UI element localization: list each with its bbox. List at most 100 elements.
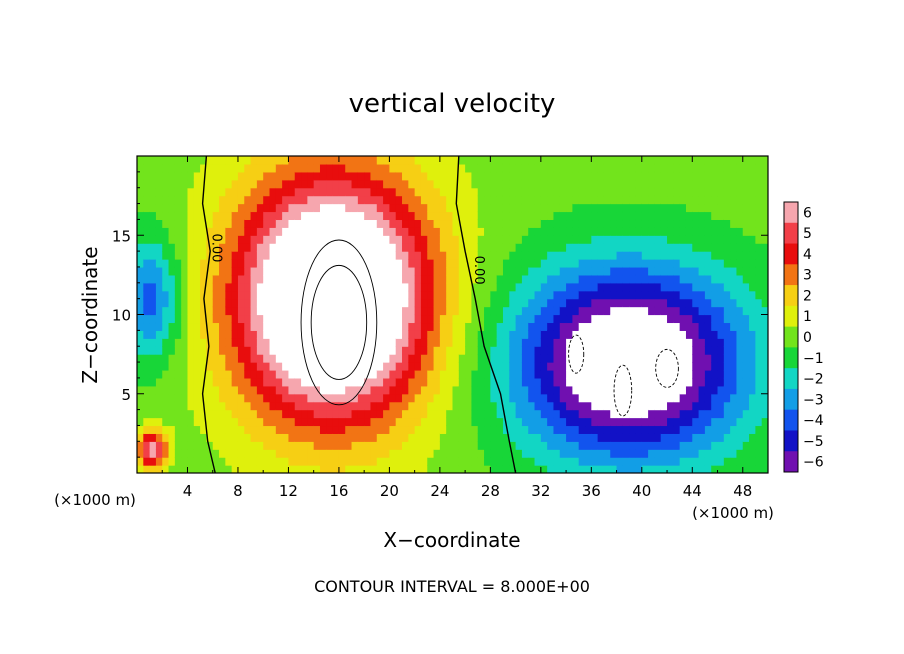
field-cell — [402, 243, 409, 252]
field-cell — [433, 274, 441, 284]
field-cell — [755, 417, 763, 427]
field-cell — [749, 465, 756, 473]
field-cell — [326, 266, 334, 276]
field-cell — [250, 195, 258, 205]
field-cell — [761, 409, 768, 419]
field-cell — [332, 187, 340, 197]
field-cell — [660, 195, 668, 205]
field-cell — [534, 369, 542, 379]
field-cell — [168, 187, 176, 197]
field-cell — [427, 433, 435, 442]
field-cell — [648, 425, 656, 434]
field-cell — [420, 306, 428, 316]
field-cell — [237, 227, 245, 236]
field-cell — [155, 298, 163, 308]
field-cell — [496, 377, 504, 387]
field-cell — [610, 251, 618, 260]
field-cell — [225, 441, 233, 450]
field-cell — [547, 179, 555, 189]
field-cell — [730, 156, 738, 165]
field-cell — [364, 211, 372, 221]
field-cell — [181, 385, 189, 395]
field-cell — [155, 187, 163, 197]
field-cell — [648, 235, 656, 244]
field-cell — [534, 203, 542, 213]
field-cell — [749, 187, 756, 197]
field-cell — [484, 266, 491, 276]
field-cell — [288, 362, 296, 371]
field-cell — [137, 251, 144, 260]
field-cell — [345, 227, 353, 236]
field-cell — [528, 441, 536, 450]
field-cell — [231, 306, 239, 316]
field-cell — [730, 457, 738, 466]
field-cell — [206, 306, 214, 316]
field-cell — [553, 417, 561, 427]
field-cell — [168, 362, 176, 371]
field-cell — [225, 187, 233, 197]
field-cell — [212, 266, 220, 276]
field-cell — [376, 346, 384, 355]
field-cell — [288, 369, 296, 379]
field-cell — [395, 354, 403, 363]
field-cell — [263, 259, 271, 268]
field-cell — [263, 219, 271, 228]
field-cell — [692, 354, 700, 363]
field-cell — [490, 195, 498, 205]
field-cell — [515, 362, 523, 371]
field-cell — [326, 441, 334, 450]
field-cell — [547, 156, 555, 165]
field-cell — [534, 314, 542, 324]
field-cell — [200, 243, 208, 252]
field-cell — [667, 441, 674, 450]
field-cell — [149, 243, 157, 252]
field-cell — [402, 290, 409, 300]
field-cell — [200, 298, 208, 308]
field-cell — [572, 385, 580, 395]
field-cell — [660, 243, 668, 252]
field-cell — [452, 235, 460, 244]
field-cell — [515, 187, 523, 197]
field-cell — [471, 362, 479, 371]
field-cell — [137, 179, 144, 189]
field-cell — [629, 243, 637, 252]
field-cell — [465, 243, 473, 252]
field-cell — [496, 274, 504, 284]
field-cell — [597, 330, 605, 339]
field-cell — [591, 156, 599, 165]
field-cell — [711, 457, 719, 466]
field-cell — [137, 338, 144, 347]
field-cell — [212, 322, 220, 331]
field-cell — [660, 314, 668, 324]
field-cell — [149, 290, 157, 300]
field-cell — [433, 266, 441, 276]
field-cell — [351, 274, 359, 284]
field-cell — [749, 377, 756, 387]
field-cell — [143, 409, 151, 419]
field-cell — [648, 338, 656, 347]
field-cell — [692, 393, 700, 403]
field-cell — [326, 227, 334, 236]
field-cell — [275, 227, 283, 236]
field-cell — [319, 274, 327, 284]
field-cell — [332, 243, 340, 252]
field-cell — [521, 393, 529, 403]
field-cell — [534, 290, 542, 300]
field-cell — [149, 195, 157, 205]
field-cell — [263, 187, 271, 197]
field-cell — [648, 187, 656, 197]
field-cell — [187, 354, 195, 363]
field-cell — [673, 441, 681, 450]
field-cell — [553, 330, 561, 339]
field-cell — [515, 195, 523, 205]
field-cell — [433, 187, 441, 197]
field-cell — [244, 219, 252, 228]
field-cell — [338, 362, 346, 371]
field-cell — [149, 369, 157, 379]
field-cell — [351, 179, 359, 189]
field-cell — [465, 346, 473, 355]
field-cell — [269, 243, 277, 252]
field-cell — [547, 346, 555, 355]
field-cell — [256, 243, 264, 252]
field-cell — [641, 179, 649, 189]
